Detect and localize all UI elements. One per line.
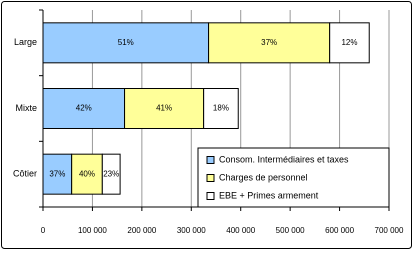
data-label: 42%: [76, 104, 92, 113]
bar-segment: [203, 88, 239, 129]
x-tick-label: 200 000: [127, 226, 156, 235]
data-label: 23%: [103, 169, 119, 178]
bar-segment: [42, 88, 126, 129]
y-tick-label: Côtier: [13, 169, 37, 179]
x-tick-label: 400 000: [226, 226, 255, 235]
bar-segment: [101, 153, 121, 195]
legend-label: EBE + Primes armement: [219, 190, 319, 200]
legend-label: Consom. Intermédiaires et taxes: [219, 154, 349, 164]
data-label: 12%: [341, 38, 357, 47]
bar-segment: [329, 22, 370, 64]
y-tick-label: Mixte: [15, 103, 37, 113]
x-tick-label: 700 000: [375, 226, 404, 235]
x-tick-label: 600 000: [325, 226, 354, 235]
data-label: 51%: [118, 38, 134, 47]
data-label: 40%: [79, 169, 95, 178]
x-tick-label: 500 000: [276, 226, 305, 235]
data-label: 37%: [261, 38, 277, 47]
legend-box: [197, 147, 390, 208]
legend-swatch: [206, 156, 215, 164]
x-tick-label: 300 000: [177, 226, 206, 235]
x-tick-label: 100 000: [78, 226, 107, 235]
bar-segment: [208, 22, 331, 64]
bar-segment: [42, 153, 73, 195]
y-tick-label: Large: [14, 37, 37, 47]
x-tick-label: 0: [41, 226, 46, 235]
data-label: 18%: [213, 104, 229, 113]
legend-swatch: [206, 174, 215, 182]
legend-swatch: [206, 192, 215, 200]
legend-label: Charges de personnel: [219, 172, 308, 182]
bar-segment: [42, 22, 210, 64]
data-label: 41%: [156, 104, 172, 113]
data-label: 37%: [49, 169, 65, 178]
bar-segment: [71, 153, 103, 195]
